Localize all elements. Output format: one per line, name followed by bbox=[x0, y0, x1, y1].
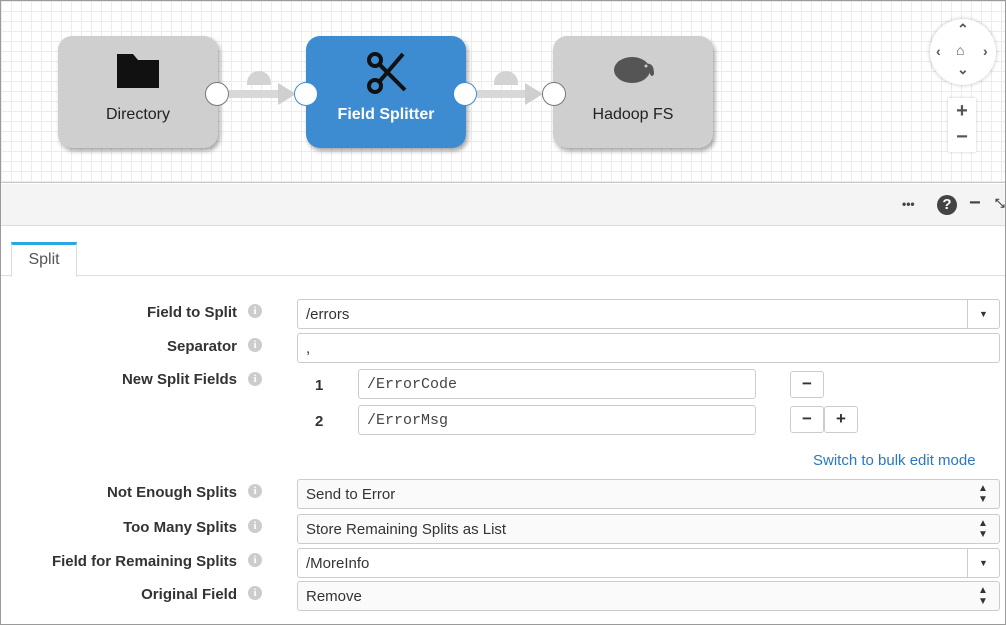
zoom-in-button[interactable]: + bbox=[956, 100, 968, 122]
info-icon[interactable]: i bbox=[248, 304, 262, 318]
pan-right-icon[interactable]: › bbox=[983, 43, 988, 59]
info-icon[interactable]: i bbox=[248, 519, 262, 533]
input-value: /MoreInfo bbox=[306, 555, 370, 572]
too-many-splits-select[interactable]: Store Remaining Splits as List ▲ ▼ bbox=[297, 514, 1000, 544]
field-label: Separator bbox=[166, 338, 237, 355]
minimize-icon[interactable]: − bbox=[969, 192, 981, 214]
input-value: /ErrorCode bbox=[367, 376, 458, 393]
gauge-icon bbox=[494, 71, 518, 85]
home-icon[interactable]: ⌂ bbox=[956, 42, 965, 58]
separator-input[interactable]: , bbox=[297, 333, 1000, 363]
arrow-icon bbox=[278, 83, 296, 105]
field-label: Too Many Splits bbox=[123, 519, 237, 536]
select-value: Send to Error bbox=[306, 486, 396, 503]
field-label: Field for Remaining Splits bbox=[51, 553, 237, 570]
pipeline-canvas[interactable]: Directory Field Splitter Hadoop FS ⌃ ‹ ⌂… bbox=[1, 1, 1005, 183]
tab-bar: Split bbox=[1, 241, 1005, 277]
arrow-icon bbox=[525, 83, 543, 105]
help-icon[interactable]: ? bbox=[937, 195, 957, 215]
stage-label: Field Splitter bbox=[337, 106, 435, 123]
info-icon[interactable]: i bbox=[248, 586, 262, 600]
field-label: Field to Split bbox=[147, 304, 237, 321]
info-icon[interactable]: i bbox=[248, 553, 262, 567]
info-icon[interactable]: i bbox=[248, 484, 262, 498]
pan-down-icon[interactable]: ⌄ bbox=[957, 61, 969, 77]
split-field-input[interactable]: /ErrorCode bbox=[358, 369, 756, 399]
field-label: Not Enough Splits bbox=[107, 484, 237, 501]
updown-icon: ▲ ▼ bbox=[978, 483, 988, 505]
folder-icon bbox=[58, 50, 218, 100]
split-field-input[interactable]: /ErrorMsg bbox=[358, 405, 756, 435]
add-field-button[interactable]: + bbox=[824, 406, 858, 433]
not-enough-splits-select[interactable]: Send to Error ▲ ▼ bbox=[297, 479, 1000, 509]
input-port[interactable] bbox=[542, 82, 566, 106]
expand-icon[interactable]: ⤡ bbox=[995, 196, 1005, 210]
updown-icon: ▲ ▼ bbox=[978, 585, 988, 607]
bulk-edit-link[interactable]: Switch to bulk edit mode bbox=[813, 452, 976, 469]
updown-icon: ▲ ▼ bbox=[978, 518, 988, 540]
stage-hadoop-fs[interactable]: Hadoop FS bbox=[553, 36, 713, 148]
chevron-down-icon[interactable]: ▼ bbox=[967, 549, 999, 577]
more-icon[interactable]: ••• bbox=[902, 197, 915, 211]
tab-split[interactable]: Split bbox=[11, 242, 77, 277]
input-value: /ErrorMsg bbox=[367, 412, 449, 429]
zoom-out-button[interactable]: − bbox=[956, 126, 968, 148]
field-for-remaining-input[interactable]: /MoreInfo ▼ bbox=[297, 548, 1000, 578]
item-index: 1 bbox=[315, 377, 324, 394]
output-port[interactable] bbox=[205, 82, 229, 106]
pan-up-icon[interactable]: ⌃ bbox=[957, 21, 969, 37]
input-value: /errors bbox=[306, 306, 350, 323]
stage-directory[interactable]: Directory bbox=[58, 36, 218, 148]
info-icon[interactable]: i bbox=[248, 372, 262, 386]
field-label: New Split Fields bbox=[121, 371, 237, 388]
original-field-select[interactable]: Remove ▲ ▼ bbox=[297, 581, 1000, 611]
zoom-control: + − bbox=[948, 98, 976, 152]
stage-field-splitter[interactable]: Field Splitter bbox=[306, 36, 466, 148]
link[interactable] bbox=[229, 90, 279, 98]
input-port[interactable] bbox=[294, 82, 318, 106]
pan-control[interactable]: ⌃ ‹ ⌂ › ⌄ bbox=[930, 19, 996, 85]
output-port[interactable] bbox=[453, 82, 477, 106]
detail-toolbar: ••• ? − ⤡ bbox=[1, 184, 1005, 226]
field-to-split-input[interactable]: /errors ▼ bbox=[297, 299, 1000, 329]
input-value: , bbox=[306, 340, 311, 357]
stage-label: Directory bbox=[105, 106, 170, 123]
chevron-down-icon[interactable]: ▼ bbox=[967, 300, 999, 328]
scissors-icon bbox=[306, 50, 466, 106]
select-value: Remove bbox=[306, 588, 362, 605]
pan-left-icon[interactable]: ‹ bbox=[936, 43, 941, 59]
link[interactable] bbox=[477, 90, 527, 98]
item-index: 2 bbox=[315, 413, 324, 430]
remove-field-button[interactable]: − bbox=[790, 406, 824, 433]
hadoop-elephant-icon bbox=[553, 50, 713, 100]
stage-label: Hadoop FS bbox=[592, 106, 674, 123]
gauge-icon bbox=[247, 71, 271, 85]
info-icon[interactable]: i bbox=[248, 338, 262, 352]
select-value: Store Remaining Splits as List bbox=[306, 521, 507, 538]
field-label: Original Field bbox=[141, 586, 237, 603]
remove-field-button[interactable]: − bbox=[790, 371, 824, 398]
